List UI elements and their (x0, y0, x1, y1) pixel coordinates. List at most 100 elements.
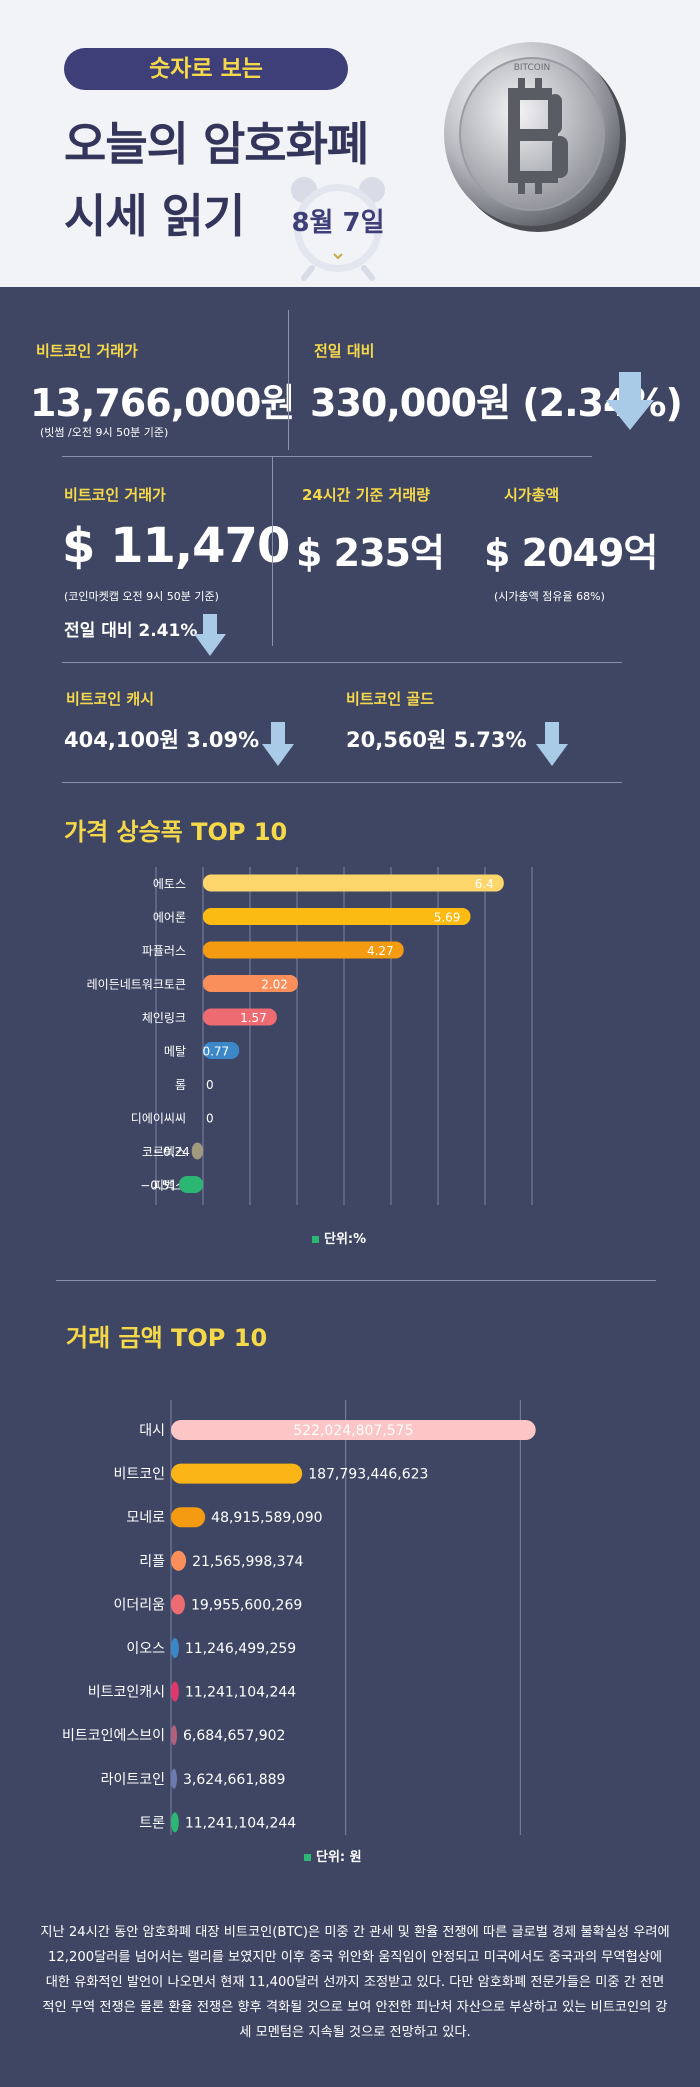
price-rise-chart: 에토스 6.4 에어론 5.69 파퓰러스 4.27 레이든네트워크토큰 2.02 체인링크 1.… (87, 867, 533, 1205)
value-label: 0 (206, 1112, 214, 1126)
btc-krw-note: (빗썸 /오전 9시 50분 기준) (40, 426, 169, 439)
chart2-title: 거래 금액 TOP 10 (66, 1324, 268, 1352)
bar (171, 1550, 187, 1571)
category-label: 레이든네트워크토큰 (87, 978, 186, 992)
category-label: 비트코인 (113, 1467, 165, 1483)
mcap-label: 시가총액 (504, 486, 560, 504)
bar (203, 874, 504, 892)
btg-label: 비트코인 골드 (346, 690, 435, 708)
volume-label: 24시간 기준 거래량 (302, 486, 430, 504)
category-label: 비트코인캐시 (88, 1685, 165, 1701)
value-label: 522,024,807,575 (293, 1423, 413, 1439)
chart1-unit: 단위:% (312, 1228, 366, 1247)
value-label: −0.51 (140, 1179, 177, 1193)
mcap-value: $ 2049억 (484, 531, 658, 575)
bar (171, 1768, 177, 1789)
value-label: 4.27 (367, 944, 394, 958)
alarm-clock-icon (291, 177, 385, 281)
category-label: 롬 (175, 1078, 186, 1092)
btc-usd-value: $ 11,470 (62, 518, 290, 574)
category-label: 디에이씨씨 (131, 1112, 186, 1126)
bar (171, 1812, 179, 1833)
value-label: −0.24 (153, 1145, 190, 1159)
down-arrow-icon (194, 614, 226, 656)
bar (203, 975, 298, 992)
category-label: 이더리움 (113, 1597, 165, 1613)
category-label: 코르텍스 (142, 1145, 186, 1159)
mcap-note: (시가총액 점유율 68%) (494, 590, 605, 603)
category-label: 메탈 (164, 1045, 186, 1059)
value-label: 1.57 (240, 1011, 267, 1025)
category-label: 대시 (139, 1423, 165, 1439)
category-label: 에어론 (153, 911, 186, 925)
body-paragraph: 지난 24시간 동안 암호화폐 대장 비트코인(BTC)은 미중 간 관세 및 … (40, 1925, 670, 2040)
bar (203, 1008, 277, 1026)
page-title-line2: 시세 읽기 (64, 189, 245, 243)
divider-h2 (62, 662, 622, 663)
category-label: 이오스 (126, 1641, 165, 1657)
category-label: 파퓰러스 (142, 944, 186, 958)
bar (203, 1042, 240, 1059)
down-arrow-icon (536, 722, 568, 766)
divider-h4 (56, 1280, 656, 1281)
category-label: 체인링크 (142, 1011, 186, 1025)
bar (171, 1725, 177, 1746)
btc-krw-label: 비트코인 거래가 (36, 342, 138, 360)
category-label: 에토스 (153, 877, 186, 891)
btc-usd-label: 비트코인 거래가 (64, 486, 166, 504)
header: 숫자로 보는 오늘의 암호화폐 시세 읽기 8월 7일 BITCOIN (0, 0, 700, 287)
value-label: 19,955,600,269 (191, 1597, 302, 1613)
down-arrow-icon (606, 372, 654, 430)
bar (203, 908, 471, 925)
bar (171, 1463, 303, 1484)
bar (171, 1638, 179, 1658)
btc-usd-change: 전일 대비 2.41% (64, 621, 198, 641)
header-pill: 숫자로 보는 (64, 48, 348, 90)
divider-v1 (288, 310, 289, 450)
bch-value: 404,100원 3.09% (64, 728, 260, 752)
page-title-line1: 오늘의 암호화폐 (64, 117, 369, 171)
prev-label: 전일 대비 (314, 342, 375, 360)
bar (171, 1507, 206, 1528)
btc-usd-note: (코인마켓캡 오전 9시 50분 기준) (64, 590, 219, 603)
value-label: 48,915,589,090 (211, 1510, 322, 1526)
category-label: 모네로 (126, 1510, 165, 1526)
category-label: 리플 (139, 1554, 165, 1570)
value-label: 5.69 (434, 911, 461, 925)
trade-amount-chart: 대시 522,024,807,575 비트코인 187,793,446,623 모네로 4… (62, 1400, 536, 1835)
coin-text: BITCOIN (514, 63, 551, 73)
value-label: 21,565,998,374 (192, 1554, 303, 1570)
category-label: 비트코인에스브이 (62, 1728, 165, 1744)
bar (191, 1142, 203, 1160)
bar (171, 1681, 179, 1702)
bch-label: 비트코인 캐시 (66, 690, 155, 708)
bar (171, 1594, 185, 1615)
bar (171, 1420, 536, 1440)
chart2-unit: 단위: 원 (304, 1846, 362, 1865)
date-label: 8월 7일 (291, 208, 385, 238)
down-arrow-icon (262, 722, 294, 766)
value-label: 0.77 (202, 1045, 229, 1059)
divider-v2 (272, 456, 273, 646)
bitcoin-coin-icon: BITCOIN (444, 42, 626, 232)
value-label: 6,684,657,902 (183, 1728, 285, 1744)
volume-value: $ 235억 (296, 531, 445, 575)
divider-h1 (62, 456, 592, 457)
category-label: 피벡스 (153, 1179, 186, 1193)
value-label: 3,624,661,889 (183, 1772, 285, 1788)
btc-krw-value: 13,766,000원 (30, 381, 295, 425)
value-label: 11,241,104,244 (185, 1685, 296, 1701)
value-label: 187,793,446,623 (308, 1467, 428, 1483)
value-label: 0 (206, 1078, 214, 1092)
bar (179, 1176, 203, 1193)
value-label: 11,246,499,259 (185, 1641, 296, 1657)
category-label: 트론 (139, 1815, 165, 1831)
divider-h3 (62, 782, 622, 783)
value-label: 2.02 (261, 978, 288, 992)
btg-value: 20,560원 5.73% (346, 728, 527, 752)
value-label: 11,241,104,244 (185, 1815, 296, 1831)
bar (203, 941, 404, 959)
chart1-title: 가격 상승폭 TOP 10 (64, 818, 288, 846)
value-label: 6.4 (475, 877, 494, 891)
category-label: 라이트코인 (101, 1772, 165, 1788)
